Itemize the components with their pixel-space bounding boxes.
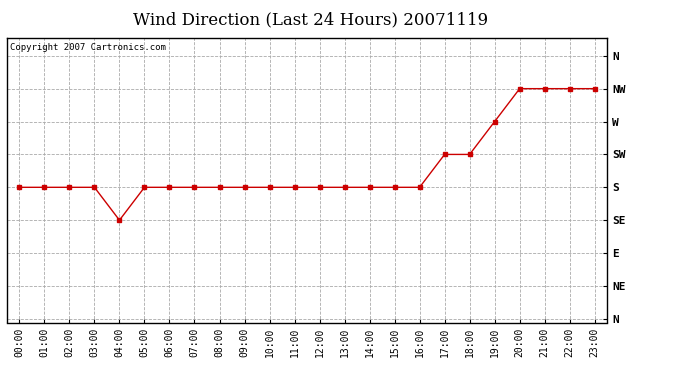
Text: Wind Direction (Last 24 Hours) 20071119: Wind Direction (Last 24 Hours) 20071119 — [133, 11, 488, 28]
Text: Copyright 2007 Cartronics.com: Copyright 2007 Cartronics.com — [10, 43, 166, 52]
